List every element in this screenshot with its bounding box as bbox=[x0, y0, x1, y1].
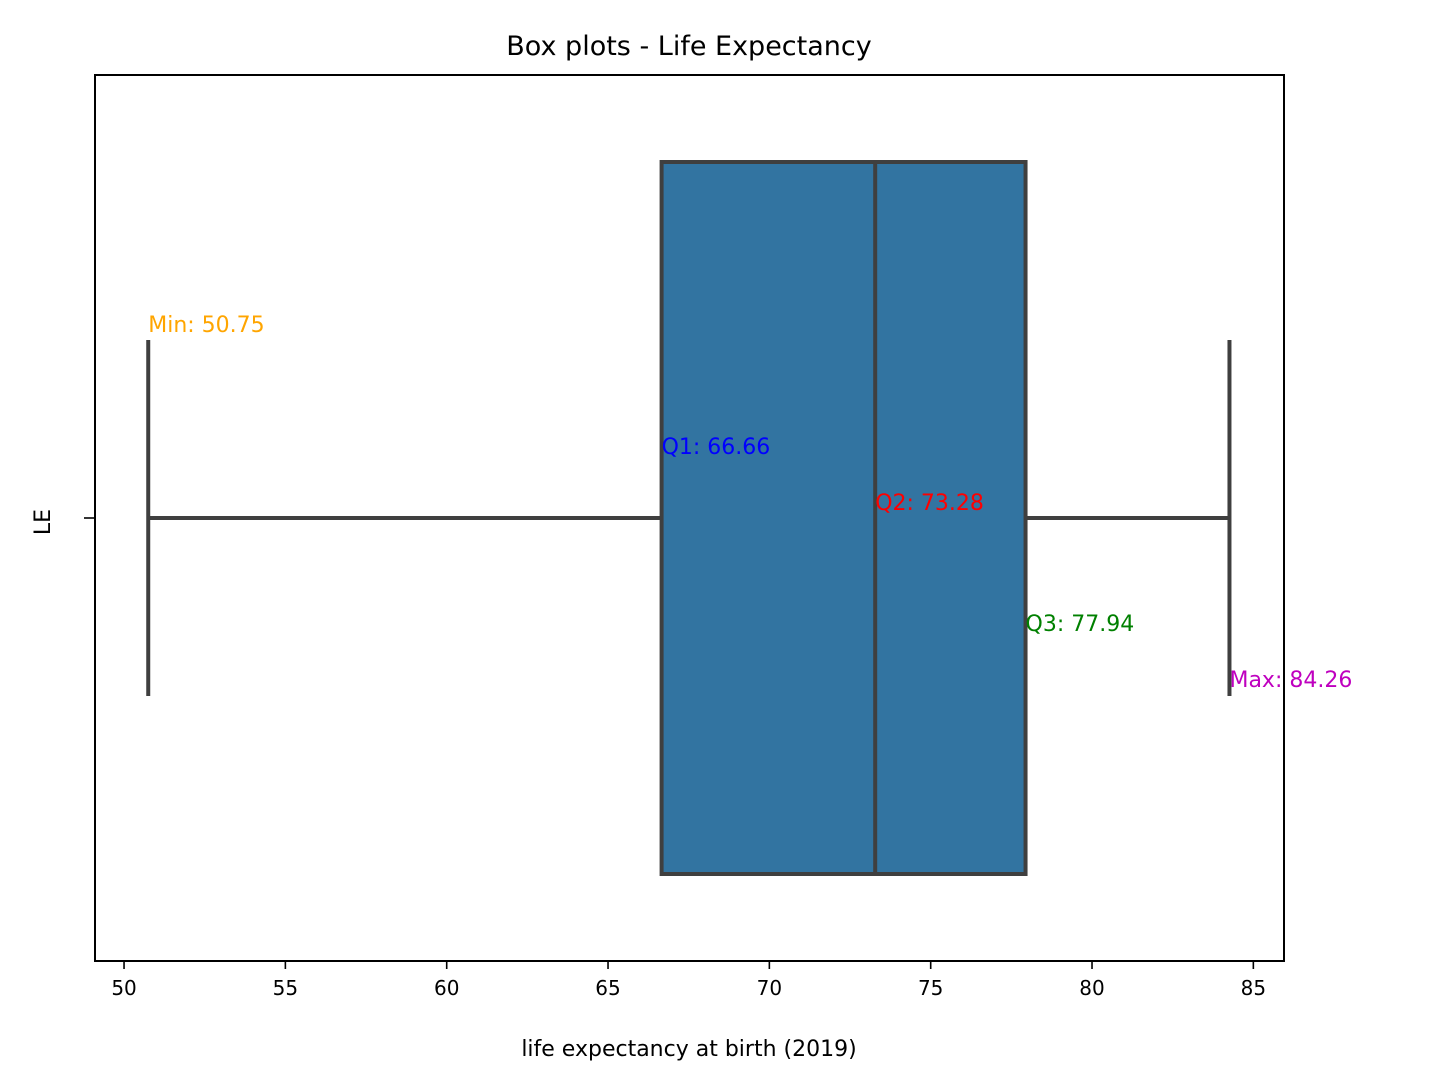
annotation-min: Min: 50.75 bbox=[148, 313, 264, 338]
annotations: Min: 50.75 Q1: 66.66 Q2: 73.28 Q3: 77.94 Max… bbox=[148, 313, 1352, 693]
interquartile-box bbox=[659, 160, 1028, 876]
x-tick-label: 50 bbox=[111, 976, 136, 1000]
annotation-q3: Q3: 77.94 bbox=[1026, 612, 1135, 637]
x-axis-label: life expectancy at birth (2019) bbox=[521, 1037, 856, 1062]
x-tick-label: 65 bbox=[595, 976, 620, 1000]
annotation-max: Max: 84.26 bbox=[1229, 668, 1352, 693]
x-tick-label: 75 bbox=[918, 976, 943, 1000]
y-category-label: LE bbox=[31, 509, 56, 535]
x-tick-label: 70 bbox=[757, 976, 782, 1000]
box-plot-marks bbox=[146, 160, 1232, 876]
chart-title: Box plots - Life Expectancy bbox=[506, 31, 871, 62]
y-axis: LE bbox=[31, 509, 95, 535]
x-tick-label: 60 bbox=[434, 976, 459, 1000]
x-axis: 50 55 60 65 70 75 80 85 bbox=[111, 961, 1266, 1000]
annotation-q1: Q1: 66.66 bbox=[662, 435, 771, 460]
annotation-median: Q2: 73.28 bbox=[875, 491, 984, 516]
x-tick-label: 80 bbox=[1079, 976, 1104, 1000]
x-tick-label: 85 bbox=[1241, 976, 1266, 1000]
x-tick-label: 55 bbox=[273, 976, 298, 1000]
